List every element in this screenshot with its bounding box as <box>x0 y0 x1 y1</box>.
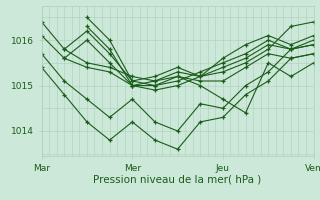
X-axis label: Pression niveau de la mer( hPa ): Pression niveau de la mer( hPa ) <box>93 174 262 184</box>
